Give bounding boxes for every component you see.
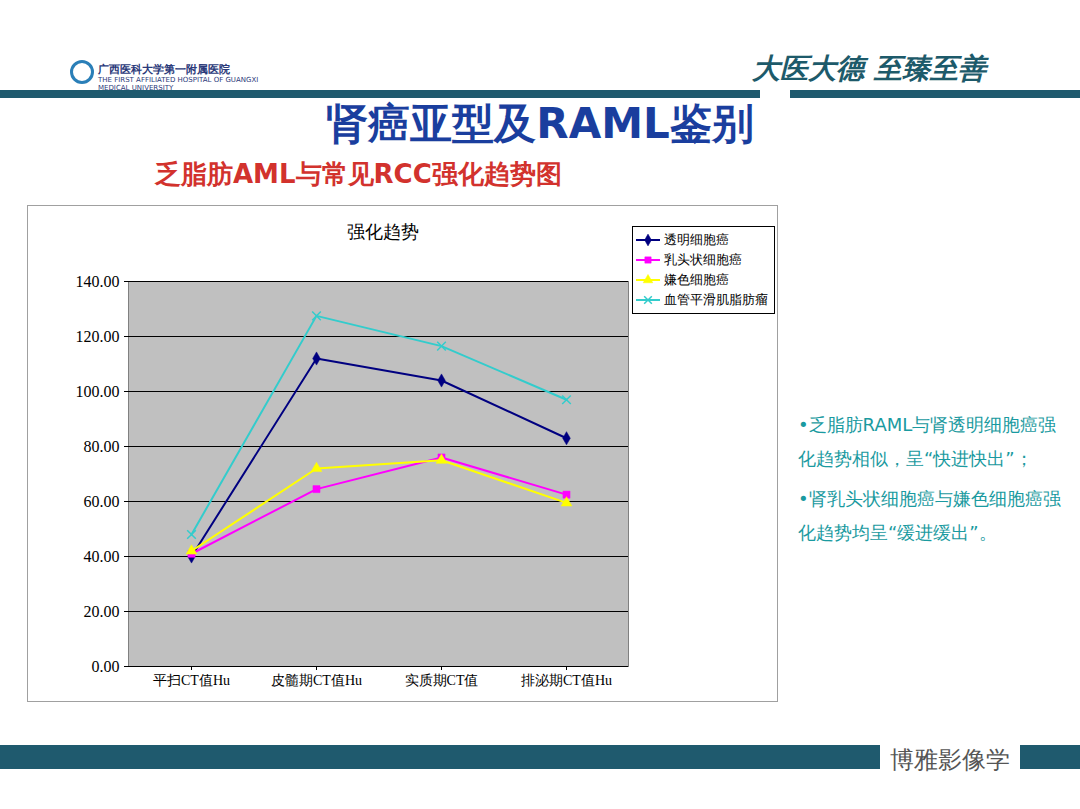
html-text:THE FIRST AFFILIATED HOSPITAL: THE FIRST AFFILIATED HOSPITAL OF GUANGXI… — [98, 76, 259, 92]
svg-text:80.00: 80.00 — [84, 438, 120, 455]
svg-text:皮髓期CT值Hu: 皮髓期CT值Hu — [271, 673, 362, 688]
html-text:血管平滑肌脂肪瘤: 血管平滑肌脂肪瘤 — [664, 292, 768, 307]
html-text:•乏脂肪RAML与肾透明细胞癌强化趋势相似，呈“快进快出”；: •乏脂肪RAML与肾透明细胞癌强化趋势相似，呈“快进快出”； — [798, 414, 1057, 469]
html-text:透明细胞癌: 透明细胞癌 — [664, 232, 729, 247]
svg-text:实质期CT值: 实质期CT值 — [405, 673, 479, 688]
html-text:嫌色细胞癌: 嫌色细胞癌 — [664, 272, 729, 287]
svg-text:40.00: 40.00 — [84, 548, 120, 565]
html-text:博雅影像学: 博雅影像学 — [890, 746, 1010, 774]
svg-text:100.00: 100.00 — [76, 383, 120, 400]
html-text:乳头状细胞癌: 乳头状细胞癌 — [664, 252, 742, 267]
svg-text:140.00: 140.00 — [76, 273, 120, 290]
html-text:•肾乳头状细胞癌与嫌色细胞癌强化趋势均呈“缓进缓出”。: •肾乳头状细胞癌与嫌色细胞癌强化趋势均呈“缓进缓出”。 — [798, 488, 1061, 543]
html-text:肾癌亚型及RAML鉴别: 肾癌亚型及RAML鉴别 — [326, 99, 754, 148]
svg-text:60.00: 60.00 — [84, 493, 120, 510]
html-text:乏脂肪AML与常见RCC强化趋势图: 乏脂肪AML与常见RCC强化趋势图 — [155, 159, 562, 189]
svg-text:0.00: 0.00 — [92, 658, 120, 675]
html-text:广西医科大学第一附属医院: 广西医科大学第一附属医院 — [98, 63, 230, 76]
svg-text:排泌期CT值Hu: 排泌期CT值Hu — [521, 673, 612, 688]
html-text:大医大德 至臻至善: 大医大德 至臻至善 — [752, 52, 986, 85]
svg-text:20.00: 20.00 — [84, 603, 120, 620]
html-text:强化趋势: 强化趋势 — [347, 222, 419, 242]
svg-text:平扫CT值Hu: 平扫CT值Hu — [153, 673, 230, 688]
svg-text:120.00: 120.00 — [76, 328, 120, 345]
